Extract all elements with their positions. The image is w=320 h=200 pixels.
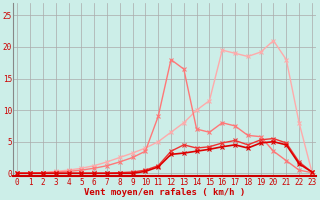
X-axis label: Vent moyen/en rafales ( km/h ): Vent moyen/en rafales ( km/h ) <box>84 188 245 197</box>
